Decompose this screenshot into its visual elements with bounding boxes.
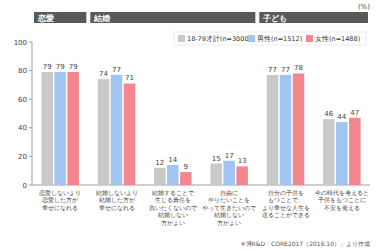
bar xyxy=(154,168,166,185)
section-header xyxy=(90,12,255,23)
bar xyxy=(124,83,136,185)
section-header xyxy=(259,12,368,23)
category-label: 自分の子供をもつことで、より幸せな人生を送ることができる xyxy=(262,189,310,219)
legend-label: 男性(n=1512) xyxy=(257,35,302,43)
category-line: 生じる責任を xyxy=(155,196,191,203)
data-label: 79 xyxy=(56,63,65,71)
category-line: 今の時代を考えると xyxy=(315,189,369,196)
section-label: 結婚 xyxy=(93,14,110,23)
data-labels: 79 74 12 15 77 46 79 77 14 17 77 44 79 71 9 13 78 47 xyxy=(43,63,360,171)
y-tick xyxy=(29,42,32,43)
category-line: 恋愛した方が xyxy=(41,196,79,203)
category-line: 幸せになれる xyxy=(42,204,78,212)
category-line: 方がよい xyxy=(217,219,241,226)
category-label: 自由にやりたいことをやって生きたいので結婚しない方がよい xyxy=(202,189,257,226)
category-line: もつことで、 xyxy=(268,196,304,203)
data-label: 44 xyxy=(337,113,346,121)
bar xyxy=(111,75,123,185)
bar xyxy=(67,72,79,185)
data-label: 77 xyxy=(281,66,290,74)
legend-box xyxy=(174,32,366,45)
legend-swatch xyxy=(306,35,313,42)
y-tick xyxy=(29,99,32,100)
bar xyxy=(349,118,361,185)
bar xyxy=(293,73,305,185)
section-label: 子ども xyxy=(262,14,287,23)
chart: (%) 恋愛 結婚 子ども 0 20 40 60 80 100 79 74 12 15 77 46 79 77 14… xyxy=(0,0,376,250)
data-label: 9 xyxy=(184,163,188,171)
category-line: 不安を覚える xyxy=(324,204,360,211)
category-label: 恋愛しないより恋愛した方が幸せになれる xyxy=(38,189,81,212)
data-label: 15 xyxy=(212,155,221,163)
bar xyxy=(280,75,292,185)
data-label: 71 xyxy=(125,74,134,82)
bar xyxy=(167,165,179,185)
category-line: 結婚した方が xyxy=(98,196,136,203)
category-line: 自由に xyxy=(220,189,238,196)
legend-label: 18-79才計(n=3000) xyxy=(187,35,251,43)
legend-label: 女性(n=1488) xyxy=(315,35,360,43)
note: ※博R&D「CORE2017（2016.10）」より作成 xyxy=(241,240,370,248)
section-label: 恋愛 xyxy=(37,13,54,23)
section-header xyxy=(34,12,86,23)
bar xyxy=(236,166,248,185)
y-tick xyxy=(29,156,32,157)
bar xyxy=(223,161,235,185)
data-label: 79 xyxy=(69,63,78,71)
data-label: 78 xyxy=(294,64,303,72)
bar xyxy=(54,72,66,185)
y-axis xyxy=(32,42,33,185)
bar xyxy=(41,72,53,185)
data-label: 17 xyxy=(225,152,234,160)
data-label: 13 xyxy=(238,157,247,165)
bar xyxy=(336,122,348,185)
category-label: 結婚することで生じる責任を負いたくないので結婚しない方がよい xyxy=(149,189,198,226)
data-label: 12 xyxy=(155,159,164,167)
y-tick-label: 0 xyxy=(23,182,27,190)
y-tick-label: 100 xyxy=(14,39,27,47)
x-axis xyxy=(32,185,370,186)
data-label: 14 xyxy=(168,156,177,164)
category-line: 子供をもつことに xyxy=(318,196,366,203)
bar xyxy=(180,172,192,185)
data-label: 77 xyxy=(112,66,121,74)
category-line: 自分の子供を xyxy=(268,189,304,196)
y-tick xyxy=(29,70,32,71)
data-label: 77 xyxy=(268,66,277,74)
y-tick xyxy=(29,185,32,186)
data-label: 47 xyxy=(350,109,359,117)
y-tick-label: 80 xyxy=(18,67,27,75)
data-label: 74 xyxy=(99,70,108,78)
category-line: 送ることができる xyxy=(262,211,310,219)
bar xyxy=(267,75,279,185)
data-label: 46 xyxy=(324,110,333,118)
legend-swatch xyxy=(248,35,255,42)
legend-swatch xyxy=(178,35,185,42)
data-label: 79 xyxy=(43,63,52,71)
bar xyxy=(98,79,110,185)
unit: (%) xyxy=(358,3,370,11)
bar xyxy=(210,164,222,185)
legend: 18-79才計(n=3000) 男性(n=1512) 女性(n=1488) xyxy=(174,32,366,45)
y-tick-label: 60 xyxy=(18,96,27,104)
bar xyxy=(323,119,335,185)
category-line: 方がよい xyxy=(161,219,185,226)
category-label: 今の時代を考えると子供をもつことに不安を覚える xyxy=(315,189,369,211)
y-tick xyxy=(29,127,32,128)
bars xyxy=(41,72,360,185)
y-tick-label: 40 xyxy=(18,124,27,132)
y-tick-label: 20 xyxy=(18,153,27,161)
category-line: やりたいことを xyxy=(208,196,250,203)
category-line: 幸せになれる xyxy=(99,204,135,212)
category-label: 結婚しないより結婚した方が幸せになれる xyxy=(95,189,138,212)
